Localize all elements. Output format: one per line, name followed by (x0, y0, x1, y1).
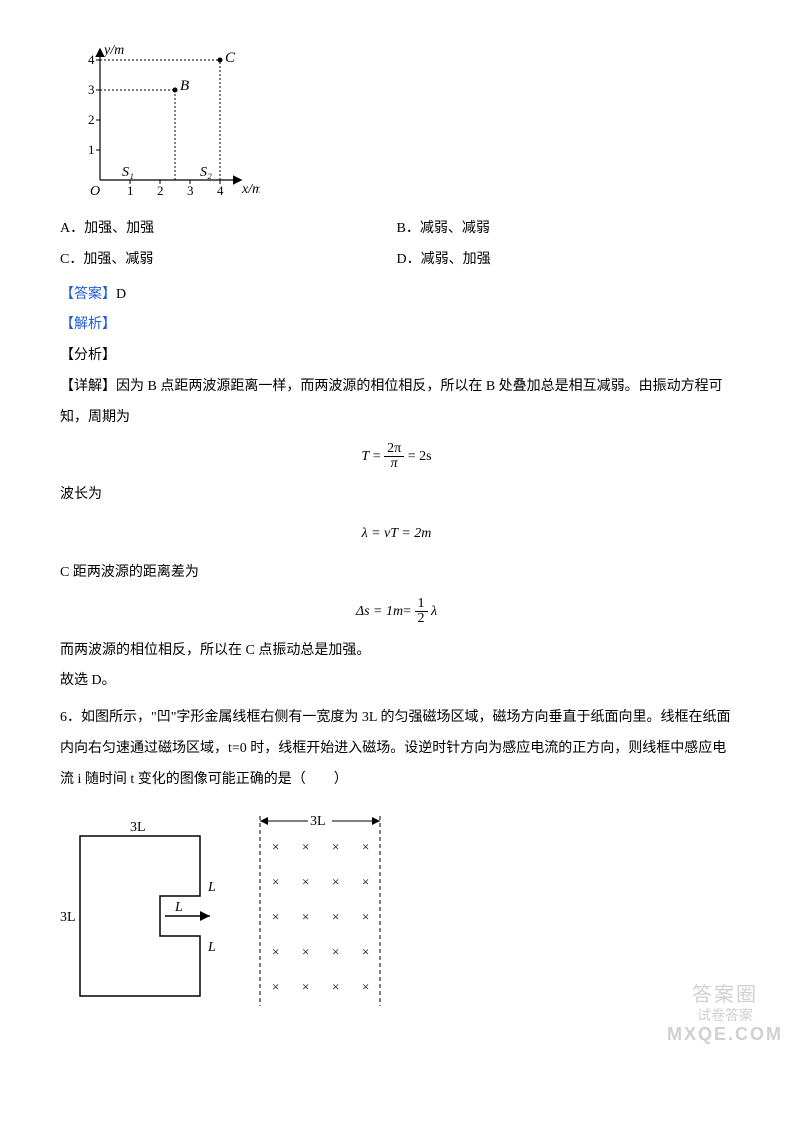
svg-text:×: × (302, 979, 309, 994)
figure-frame-field: 3L 3L L L L 3L × × × × × × × × × × × × × × × × × × × × (60, 796, 733, 1016)
figure1-svg: O 1 2 3 4 1 2 3 4 x/m y/m S₁ S₂ B C (60, 40, 260, 210)
svg-text:×: × (332, 874, 339, 889)
svg-text:1: 1 (88, 142, 95, 157)
svg-text:4: 4 (217, 183, 224, 198)
figure2-svg: 3L 3L L L L 3L × × × × × × × × × × × × × × × × × × × × (60, 796, 420, 1016)
svg-text:×: × (332, 839, 339, 854)
figure-wave-sources: O 1 2 3 4 1 2 3 4 x/m y/m S₁ S₂ B C (60, 40, 733, 210)
svg-text:3L: 3L (310, 814, 326, 829)
option-D: D．减弱、加强 (397, 245, 734, 276)
svg-text:×: × (302, 874, 309, 889)
svg-text:×: × (362, 909, 369, 924)
svg-text:B: B (180, 78, 189, 94)
svg-text:x/m: x/m (241, 182, 260, 197)
svg-text:×: × (332, 944, 339, 959)
svg-text:×: × (302, 839, 309, 854)
svg-text:×: × (272, 979, 279, 994)
question-6-text: 6．如图所示，"凹"字形金属线框右侧有一宽度为 3L 的匀强磁场区域，磁场方向垂… (60, 703, 733, 795)
answer-label: 【答案】 (60, 287, 116, 302)
detail-text1: 因为 B 点距两波源距离一样，而两波源的相位相反，所以在 B 处叠加总是相互减弱… (60, 379, 723, 425)
svg-text:×: × (332, 909, 339, 924)
svg-text:2: 2 (88, 112, 95, 127)
svg-text:3L: 3L (60, 910, 76, 925)
svg-text:L: L (207, 880, 216, 895)
origin-label: O (90, 184, 100, 199)
detail-paragraph: 【详解】因为 B 点距两波源距离一样，而两波源的相位相反，所以在 B 处叠加总是… (60, 372, 733, 434)
svg-text:4: 4 (88, 52, 95, 67)
svg-text:×: × (272, 944, 279, 959)
analysis-label: 【分析】 (60, 341, 733, 372)
equation-distance-diff: Δs = 1m= 12 λ (60, 597, 733, 628)
svg-text:S₂: S₂ (200, 165, 212, 180)
svg-text:×: × (362, 874, 369, 889)
svg-text:3L: 3L (130, 820, 146, 835)
svg-text:y/m: y/m (102, 43, 124, 58)
svg-text:1: 1 (127, 183, 134, 198)
svg-text:×: × (272, 874, 279, 889)
svg-text:S₁: S₁ (122, 165, 134, 180)
svg-text:2: 2 (157, 183, 164, 198)
option-C: C．加强、减弱 (60, 245, 397, 276)
svg-text:×: × (362, 979, 369, 994)
svg-text:3: 3 (187, 183, 194, 198)
equation-wavelength: λ = vT = 2m (60, 519, 733, 550)
distance-diff-label: C 距两波源的距离差为 (60, 558, 733, 589)
svg-text:×: × (302, 909, 309, 924)
explanation-label: 【解析】 (60, 310, 733, 341)
answer-line: 【答案】D (60, 280, 733, 311)
final-choice-line: 故选 D。 (60, 666, 733, 697)
svg-text:L: L (207, 940, 216, 955)
options-row: A．加强、加强 B．减弱、减弱 C．加强、减弱 D．减弱、加强 (60, 214, 733, 276)
conclusion-line: 而两波源的相位相反，所以在 C 点振动总是加强。 (60, 636, 733, 667)
detail-prefix: 【详解】 (60, 379, 116, 394)
option-B: B．减弱、减弱 (397, 214, 734, 245)
option-A: A．加强、加强 (60, 214, 397, 245)
svg-text:×: × (302, 944, 309, 959)
svg-text:×: × (332, 979, 339, 994)
svg-text:×: × (362, 839, 369, 854)
svg-text:×: × (272, 839, 279, 854)
svg-text:×: × (272, 909, 279, 924)
wavelength-label: 波长为 (60, 480, 733, 511)
equation-period: T = 2ππ = 2s (60, 442, 733, 473)
svg-text:3: 3 (88, 82, 95, 97)
svg-text:C: C (225, 50, 236, 66)
svg-text:L: L (174, 900, 183, 915)
answer-value: D (116, 287, 126, 302)
svg-text:×: × (362, 944, 369, 959)
